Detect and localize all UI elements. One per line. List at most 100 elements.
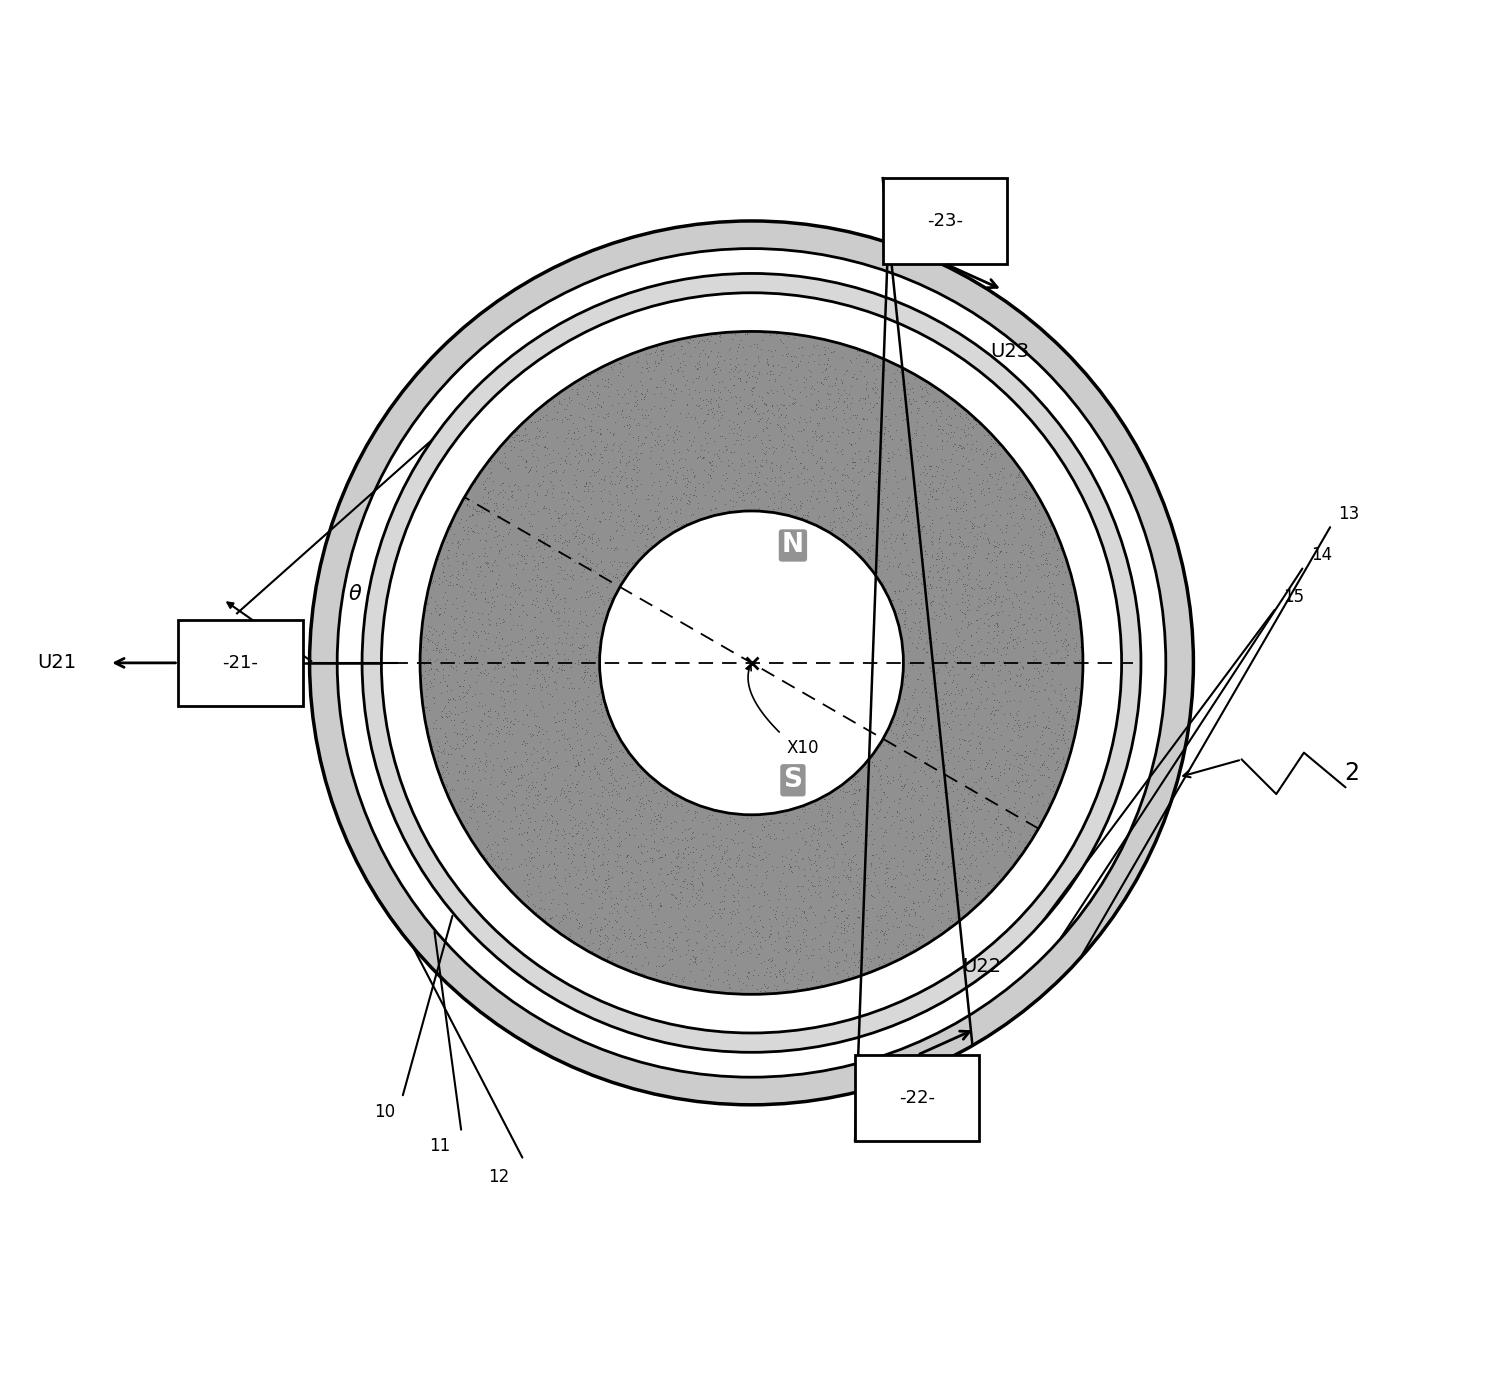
Point [613,896,637,918]
Point [896,414,920,436]
Point [592,438,616,460]
Point [1010,483,1034,505]
Point [594,779,618,801]
Point [764,903,788,925]
Point [1021,755,1045,778]
Point [499,485,523,507]
Point [837,815,861,837]
Point [899,561,923,583]
Point [800,377,824,399]
Point [531,663,555,685]
Point [885,602,909,624]
Point [987,504,1012,526]
Point [927,882,951,905]
Point [697,464,721,486]
Point [759,916,783,938]
Point [628,932,652,954]
Point [830,923,854,945]
Point [493,707,517,729]
Point [663,423,687,445]
Point [742,400,767,423]
Point [487,541,511,563]
Point [756,354,780,376]
Point [478,536,502,558]
Point [748,978,773,1000]
Point [547,453,571,475]
Point [421,686,445,708]
Point [804,394,828,416]
Point [470,793,494,815]
Point [568,637,592,659]
Point [571,892,595,914]
Point [900,827,924,849]
Point [562,760,586,782]
Point [938,533,962,555]
Point [588,802,612,824]
Point [717,454,741,476]
Point [938,830,962,852]
Point [431,620,455,642]
Point [588,418,612,441]
Point [960,515,984,537]
Point [461,732,485,754]
Point [549,507,573,529]
Point [1018,545,1042,568]
Point [894,441,918,463]
Point [909,787,933,809]
Point [908,749,932,771]
Point [869,493,893,515]
Point [511,731,535,753]
Point [1028,726,1052,749]
Point [687,920,711,942]
Point [846,881,870,903]
Point [666,842,690,865]
Point [908,831,932,853]
Point [612,365,636,387]
Point [476,834,500,856]
Point [733,348,758,370]
Point [415,638,439,660]
Point [748,935,773,957]
Point [815,352,839,374]
Point [783,822,807,844]
Point [866,946,890,968]
Point [565,750,589,772]
Point [678,871,702,894]
Point [744,399,768,421]
Point [941,644,965,666]
Point [915,445,939,467]
Point [879,735,903,757]
Point [956,407,980,429]
Point [971,468,995,490]
Point [535,655,559,677]
Point [621,470,645,492]
Point [529,409,553,431]
Point [682,326,706,348]
Point [718,354,742,376]
Point [580,743,604,765]
Point [941,780,965,802]
Point [619,475,643,497]
Point [873,529,897,551]
Point [529,747,553,769]
Point [642,830,666,852]
Point [761,499,785,521]
Point [574,812,598,834]
Point [678,891,702,913]
Point [675,476,699,499]
Point [678,841,702,863]
Point [929,598,953,620]
Point [798,384,822,406]
Point [933,653,957,675]
Point [510,733,534,755]
Point [607,499,631,521]
Point [792,795,816,818]
Point [633,385,657,407]
Point [857,824,881,847]
Point [783,914,807,936]
Point [944,619,968,641]
Point [682,894,706,916]
Point [511,731,535,753]
Point [1042,530,1066,552]
Point [1009,674,1033,696]
